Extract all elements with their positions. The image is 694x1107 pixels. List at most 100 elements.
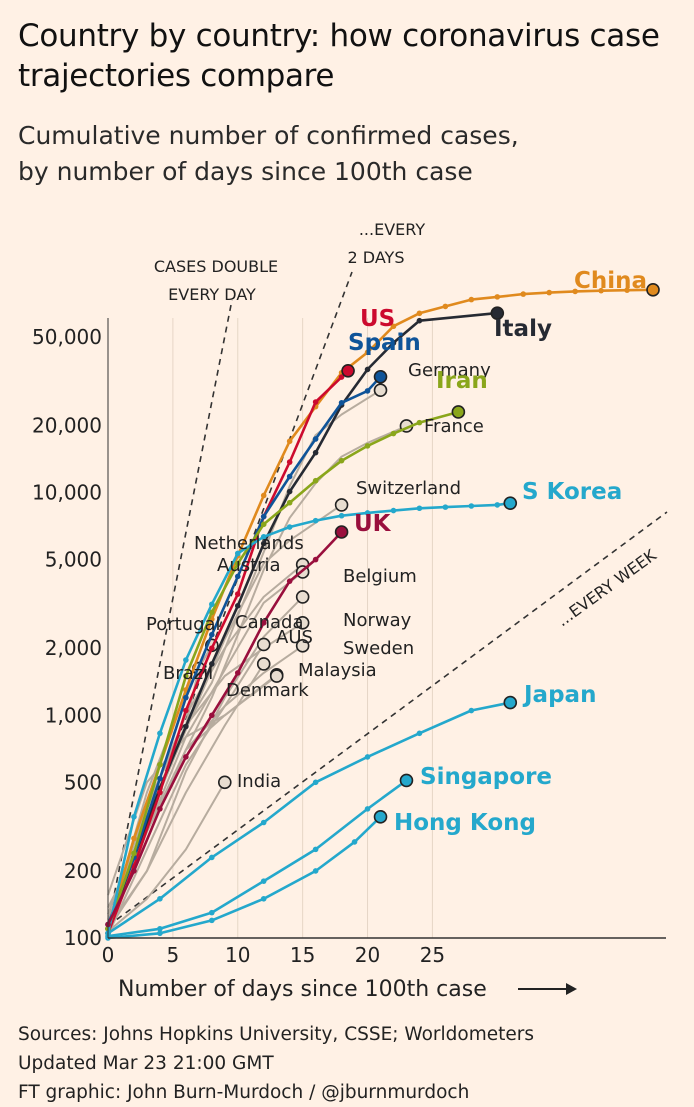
data-point	[209, 712, 215, 719]
data-point	[260, 620, 267, 626]
y-tick-label: 1,000	[45, 703, 102, 727]
series-lines	[105, 283, 660, 941]
data-point	[468, 707, 475, 714]
data-point	[416, 310, 423, 317]
series-end-marker	[646, 283, 660, 297]
data-point	[494, 294, 501, 300]
updated-note: Updated Mar 23 21:00 GMT	[18, 1053, 274, 1074]
data-point	[234, 603, 241, 609]
series-label: Sweden	[343, 638, 414, 659]
data-point	[364, 806, 371, 812]
series-label: China	[574, 268, 647, 294]
y-tick-label: 50,000	[32, 325, 102, 349]
subtitle-line-2: by number of days since 100th case	[18, 157, 473, 186]
data-point	[209, 609, 215, 616]
chart-title: Country by country: how coronavirus case…	[18, 18, 660, 94]
data-point	[390, 323, 397, 330]
x-tick-label: 20	[355, 943, 380, 967]
series-label: UK	[354, 511, 392, 537]
series-label: US	[360, 306, 395, 332]
reference-label: ...EVERY	[359, 220, 426, 239]
reference-line-3	[107, 511, 668, 927]
data-point	[286, 499, 293, 506]
data-point	[157, 895, 163, 902]
data-point	[157, 761, 163, 768]
data-point	[286, 488, 293, 495]
data-point	[209, 645, 215, 652]
data-point	[494, 502, 501, 508]
data-point	[260, 492, 267, 499]
series-label: S Korea	[522, 479, 622, 505]
series-end-marker	[256, 657, 271, 671]
series-end-marker	[503, 496, 518, 510]
data-point	[183, 694, 189, 701]
data-point	[209, 601, 215, 608]
data-point	[260, 521, 267, 528]
data-point	[131, 868, 137, 874]
data-point	[286, 524, 293, 530]
data-point	[234, 573, 241, 580]
data-point	[183, 673, 189, 679]
data-point	[234, 591, 241, 597]
series-label: Singapore	[420, 764, 552, 790]
x-tick-label: 10	[225, 943, 250, 967]
data-point	[286, 459, 293, 465]
data-point	[520, 291, 527, 297]
data-point	[416, 730, 423, 737]
series-end-marker	[490, 306, 505, 320]
data-point	[312, 556, 319, 563]
series-label: Germany	[408, 360, 491, 381]
x-tick-label: 25	[420, 943, 445, 967]
data-point	[157, 806, 163, 812]
reference-label: ...EVERY WEEK	[553, 545, 660, 630]
data-point	[442, 504, 449, 510]
data-point	[131, 850, 137, 857]
data-point	[468, 296, 475, 303]
data-point	[286, 473, 293, 480]
data-point	[390, 340, 397, 346]
data-point	[338, 374, 345, 380]
reference-line-1	[107, 299, 233, 927]
series-end-marker	[269, 669, 284, 683]
series-end-marker	[373, 383, 388, 398]
y-tick-label: 5,000	[45, 548, 102, 572]
data-point	[157, 789, 163, 796]
data-point	[260, 819, 267, 826]
data-point	[312, 477, 319, 484]
data-point	[209, 631, 215, 638]
data-point	[260, 533, 267, 540]
data-point	[209, 917, 215, 924]
series-label: India	[237, 771, 281, 792]
x-tick-label: 0	[102, 943, 115, 967]
series-end-marker	[334, 525, 349, 539]
data-point	[416, 317, 423, 324]
data-point	[546, 289, 553, 296]
data-point	[157, 925, 163, 932]
series-label: Spain	[348, 330, 421, 356]
reference-label: EVERY DAY	[168, 285, 256, 304]
data-point	[364, 510, 371, 516]
data-point	[390, 507, 397, 514]
data-point	[312, 449, 319, 456]
x-axis-label: Number of days since 100th case	[118, 977, 487, 1002]
y-tick-label: 20,000	[32, 413, 102, 437]
data-point	[312, 517, 319, 524]
data-point	[234, 670, 241, 676]
data-point	[442, 303, 449, 310]
series-end-marker	[399, 773, 414, 788]
data-point	[351, 839, 358, 845]
data-point	[364, 366, 371, 373]
data-point	[183, 754, 189, 760]
series-line	[106, 288, 654, 930]
data-point	[234, 550, 241, 557]
series-label: Denmark	[226, 680, 309, 701]
credit-note: FT graphic: John Burn-Murdoch / @jburnmu…	[18, 1082, 470, 1103]
chart-subtitle: Cumulative number of confirmed cases, by…	[18, 118, 678, 190]
y-tick-label: 2,000	[45, 636, 102, 660]
data-point	[183, 657, 189, 663]
data-point	[364, 754, 371, 760]
series-line	[106, 410, 459, 930]
x-tick-label: 5	[167, 943, 180, 967]
x-tick-label: 15	[290, 943, 315, 967]
data-point	[183, 707, 189, 714]
